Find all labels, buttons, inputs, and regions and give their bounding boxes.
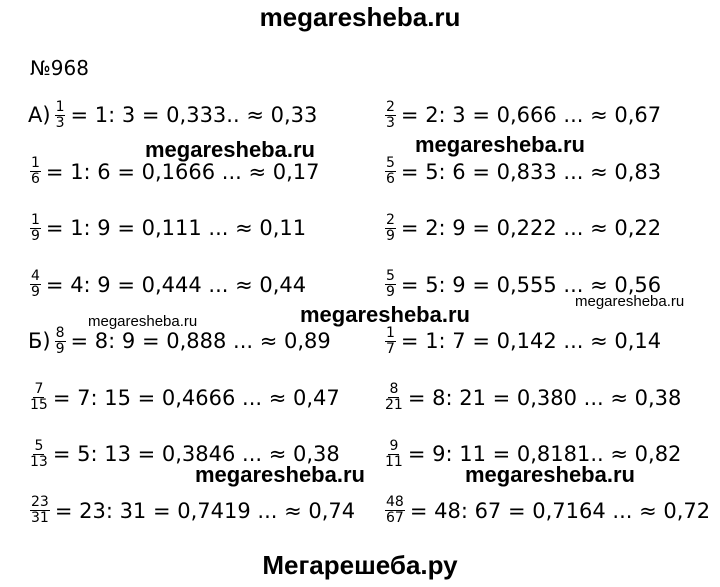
numerator: 2 [385,211,396,229]
expression: А) 1 3 = 1: 3 = 0,333.. ≈ 0,33 [28,90,317,140]
denominator: 9 [55,340,65,357]
denominator: 7 [386,340,395,357]
watermark: megaresheba.ru [195,462,365,487]
numerator: 8 [54,324,66,342]
expression-text: = 9: 11 = 0,8181.. ≈ 0,82 [407,442,682,466]
expression: 5 13 = 5: 13 = 0,3846 ... ≈ 0,38 [28,429,340,479]
numerator: 48 [385,494,405,511]
denominator: 11 [385,453,403,470]
footer: Мегарешеба.ру [262,550,458,580]
expression-text: = 5: 9 = 0,555 ... ≈ 0,56 [400,272,662,297]
expression-text: = 8: 9 = 0,888 ... ≈ 0,89 [70,329,331,353]
numerator: 7 [33,381,45,398]
denominator: 6 [31,171,40,187]
expression: 23 31 = 23: 31 = 0,7419 ... ≈ 0,74 [28,486,355,536]
numerator: 9 [388,437,400,455]
expression-text: = 1: 9 = 0,111 ... ≈ 0,11 [45,216,307,240]
expression-text: = 4: 9 = 0,444 ... ≈ 0,44 [45,272,307,297]
fraction: 7 15 [30,382,48,413]
denominator: 15 [30,397,48,413]
expression-text: = 5: 13 = 0,3846 ... ≈ 0,38 [52,442,340,466]
expression-text: = 7: 15 = 0,4666 ... ≈ 0,47 [52,385,340,410]
numerator: 5 [33,437,45,455]
denominator: 3 [386,114,395,131]
denominator: 6 [386,171,395,187]
watermark: megaresheba.ru [88,313,198,330]
numerator: 23 [30,494,50,511]
denominator: 13 [30,453,48,470]
denominator: 3 [55,114,65,131]
fraction: 5 13 [30,437,48,470]
item-label: А) [28,103,51,127]
fraction: 8 21 [385,382,403,413]
expression-text: = 2: 3 = 0,666 ... ≈ 0,67 [400,103,662,127]
numerator: 5 [385,268,396,285]
expression-text: = 48: 67 = 0,7164 ... ≈ 0,72 [409,498,711,523]
expression: 2 9 = 2: 9 = 0,222 ... ≈ 0,22 [383,203,661,253]
site-header: megaresheba.ru [259,2,461,32]
expression: 5 6 = 5: 6 = 0,833 ... ≈ 0,83 [383,147,661,197]
denominator: 31 [31,510,49,526]
numerator: 5 [385,155,396,172]
denominator: 21 [385,397,403,413]
expression-text: = 1: 6 = 0,1666 ... ≈ 0,17 [45,159,320,184]
expression-text: = 5: 6 = 0,833 ... ≈ 0,83 [400,159,662,184]
expression: 1 9 = 1: 9 = 0,111 ... ≈ 0,11 [28,203,306,253]
expression-text: = 1: 7 = 0,142 ... ≈ 0,14 [400,329,662,353]
expression-text: = 2: 9 = 0,222 ... ≈ 0,22 [400,216,662,240]
expression: 1 6 = 1: 6 = 0,1666 ... ≈ 0,17 [28,147,320,197]
expression: Б) 8 9 = 8: 9 = 0,888 ... ≈ 0,89 [28,316,331,366]
watermark: megaresheba.ru [300,302,470,327]
denominator: 9 [31,227,40,244]
fraction: 9 11 [385,437,403,470]
expression: 8 21 = 8: 21 = 0,380 ... ≈ 0,38 [383,373,681,423]
watermark: megaresheba.ru [415,132,585,157]
denominator: 9 [31,284,40,300]
numerator: 1 [385,324,396,342]
expression: 2 3 = 2: 3 = 0,666 ... ≈ 0,67 [383,90,661,140]
numerator: 2 [385,98,396,116]
item-label: Б) [28,329,51,353]
expression-text: = 8: 21 = 0,380 ... ≈ 0,38 [407,385,682,410]
watermark: megaresheba.ru [465,462,635,487]
expression: 9 11 = 9: 11 = 0,8181.. ≈ 0,82 [383,429,681,479]
problem-number: №968 [30,56,89,80]
expression: 5 9 = 5: 9 = 0,555 ... ≈ 0,56 [383,260,661,310]
numerator: 1 [54,98,66,116]
expression: 4 9 = 4: 9 = 0,444 ... ≈ 0,44 [28,260,306,310]
expression: 48 67 = 48: 67 = 0,7164 ... ≈ 0,72 [383,486,710,536]
denominator: 9 [386,284,395,300]
fraction: 48 67 [385,495,405,526]
numerator: 1 [30,211,41,229]
expression-text: = 23: 31 = 0,7419 ... ≈ 0,74 [54,498,356,523]
numerator: 4 [30,268,41,285]
expression: 1 7 = 1: 7 = 0,142 ... ≈ 0,14 [383,316,661,366]
fraction: 23 31 [30,495,50,526]
expression-text: = 1: 3 = 0,333.. ≈ 0,33 [70,103,318,127]
denominator: 9 [386,227,395,244]
watermark: megaresheba.ru [145,137,315,162]
denominator: 67 [386,510,404,526]
numerator: 1 [30,155,41,172]
numerator: 8 [388,381,400,398]
expression: 7 15 = 7: 15 = 0,4666 ... ≈ 0,47 [28,373,340,423]
watermark: megaresheba.ru [575,293,685,310]
